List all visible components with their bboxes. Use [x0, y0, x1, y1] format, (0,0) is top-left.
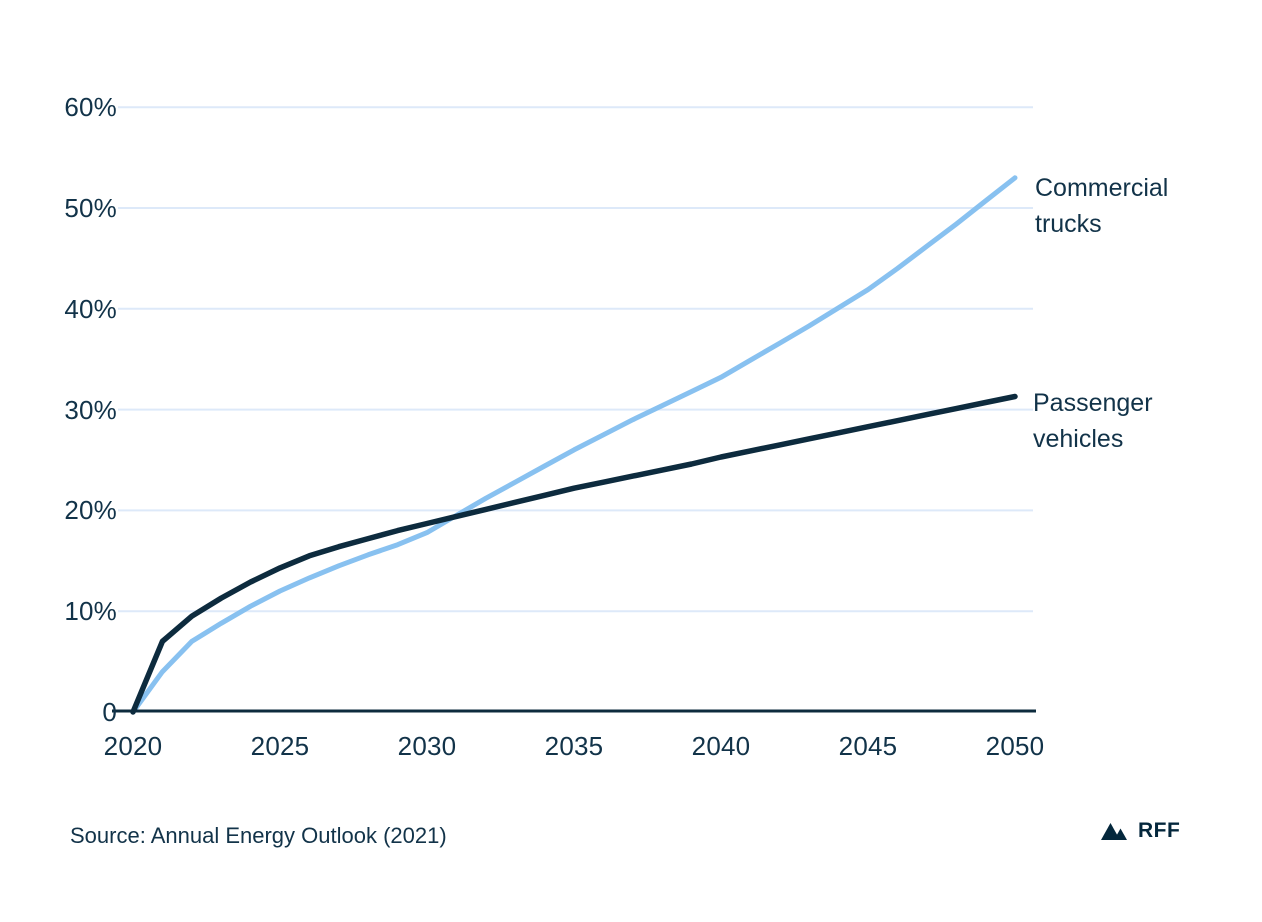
- y-tick-label-10: 10%: [64, 596, 117, 627]
- source-note: Source: Annual Energy Outlook (2021): [70, 823, 447, 848]
- passenger-vehicles-label: Passenger vehicles: [1033, 389, 1153, 453]
- x-tick-label-2050: 2050: [985, 731, 1045, 761]
- x-tick-label-2030: 2030: [397, 731, 457, 761]
- y-tick-label-60: 60%: [64, 92, 117, 123]
- x-tick-label-2035: 2035: [544, 731, 604, 761]
- series-lines: [130, 175, 1018, 715]
- x-tick-label-2040: 2040: [691, 731, 751, 761]
- rff-logo: RFF: [1101, 816, 1180, 846]
- y-tick-label-40: 40%: [64, 293, 117, 324]
- rff-logo-text: RFF: [1138, 819, 1181, 842]
- x-tick-label-2045: 2045: [838, 731, 898, 761]
- mountains-icon: [1101, 822, 1127, 840]
- y-tick-label-30: 30%: [64, 394, 117, 425]
- x-tick-label-2025: 2025: [250, 731, 310, 761]
- passenger-vehicles-line: [130, 393, 1018, 715]
- y-tick-label-50: 50%: [64, 193, 117, 223]
- commercial-trucks-line: [130, 175, 1018, 715]
- gridlines: [118, 106, 1033, 613]
- x-tick-label-2020: 2020: [103, 731, 163, 761]
- commercial-trucks-label: Commercial trucks: [1035, 174, 1169, 238]
- y-tick-label-20: 20%: [64, 495, 117, 526]
- y-tick-label-0: 0: [102, 697, 117, 727]
